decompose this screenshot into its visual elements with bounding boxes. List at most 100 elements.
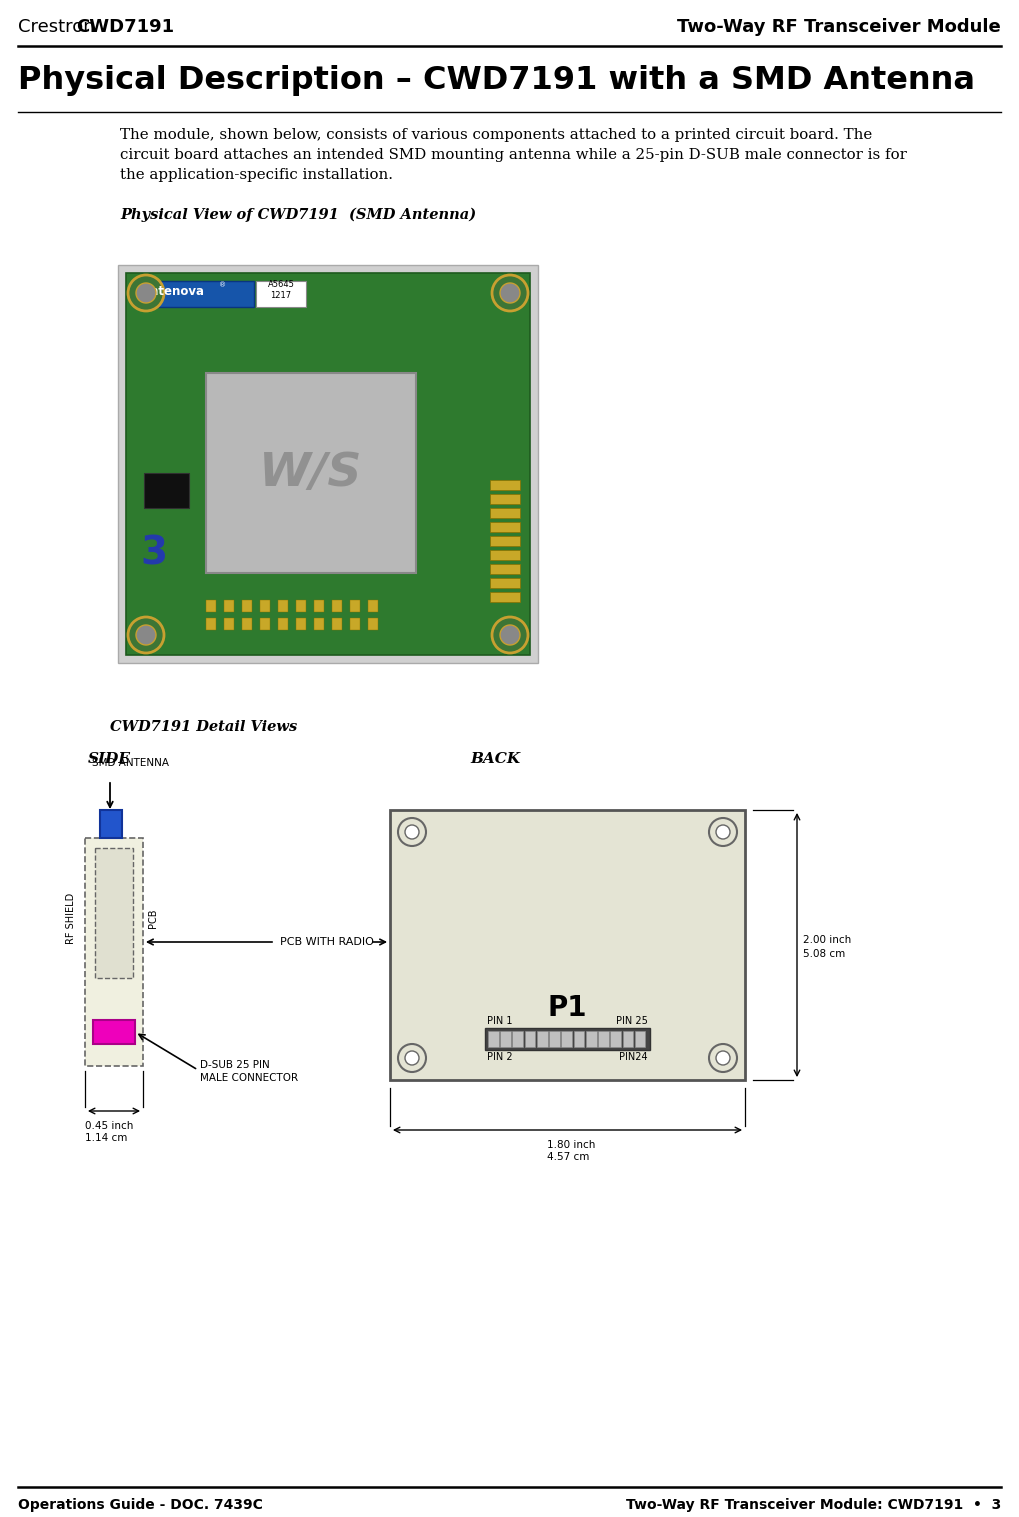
Text: SIDE: SIDE: [88, 752, 131, 766]
Bar: [144, 473, 189, 508]
Bar: [242, 601, 252, 611]
Bar: [561, 1032, 572, 1047]
Bar: [488, 1032, 498, 1047]
Circle shape: [500, 625, 520, 645]
Text: BACK: BACK: [470, 752, 520, 766]
Bar: [296, 617, 306, 630]
Bar: [224, 617, 234, 630]
Text: Two-Way RF Transceiver Module: Two-Way RF Transceiver Module: [678, 18, 1001, 36]
Text: Operations Guide - DOC. 7439C: Operations Guide - DOC. 7439C: [18, 1497, 263, 1512]
Bar: [574, 1032, 584, 1047]
Circle shape: [492, 617, 528, 652]
Bar: [485, 1029, 650, 1050]
Bar: [95, 848, 133, 978]
Circle shape: [128, 617, 164, 652]
Text: PIN 1: PIN 1: [487, 1016, 513, 1025]
Bar: [93, 1019, 135, 1044]
Bar: [598, 1032, 608, 1047]
Bar: [610, 1032, 621, 1047]
Circle shape: [709, 1044, 737, 1073]
Bar: [490, 479, 520, 490]
Bar: [206, 601, 216, 611]
Text: PIN 2: PIN 2: [487, 1051, 513, 1062]
Text: CWD7191: CWD7191: [76, 18, 174, 36]
Bar: [525, 1032, 535, 1047]
Bar: [490, 564, 520, 573]
Text: CWD7191 Detail Views: CWD7191 Detail Views: [110, 721, 298, 734]
Text: 1.14 cm: 1.14 cm: [85, 1133, 127, 1142]
Bar: [85, 837, 143, 1066]
Text: P1: P1: [547, 994, 587, 1022]
Text: Physical Description – CWD7191 with a SMD Antenna: Physical Description – CWD7191 with a SM…: [18, 65, 975, 96]
Text: PIN24: PIN24: [620, 1051, 648, 1062]
Text: PCB: PCB: [148, 909, 158, 928]
Bar: [490, 592, 520, 602]
Bar: [537, 1032, 547, 1047]
Bar: [206, 617, 216, 630]
Text: D-SUB 25 PIN: D-SUB 25 PIN: [200, 1060, 270, 1069]
Bar: [242, 617, 252, 630]
Text: PIN 25: PIN 25: [616, 1016, 648, 1025]
Text: the application-specific installation.: the application-specific installation.: [120, 168, 393, 182]
Bar: [256, 281, 306, 306]
Bar: [549, 1032, 559, 1047]
Bar: [368, 617, 378, 630]
Text: ®: ®: [219, 282, 226, 288]
Text: 3: 3: [141, 534, 167, 572]
Bar: [623, 1032, 633, 1047]
Bar: [368, 601, 378, 611]
Text: W/S: W/S: [259, 451, 363, 496]
Text: The module, shown below, consists of various components attached to a printed ci: The module, shown below, consists of var…: [120, 127, 872, 143]
Circle shape: [128, 275, 164, 311]
Text: Crestron: Crestron: [18, 18, 101, 36]
Bar: [278, 617, 288, 630]
Bar: [490, 508, 520, 517]
Text: 2.00 inch: 2.00 inch: [803, 934, 851, 945]
Text: 5.08 cm: 5.08 cm: [803, 950, 845, 959]
Circle shape: [398, 818, 426, 846]
Bar: [586, 1032, 596, 1047]
Circle shape: [492, 275, 528, 311]
Text: circuit board attaches an intended SMD mounting antenna while a 25-pin D-SUB mal: circuit board attaches an intended SMD m…: [120, 149, 907, 162]
Bar: [118, 265, 538, 663]
Bar: [296, 601, 306, 611]
Bar: [635, 1032, 645, 1047]
Bar: [126, 273, 530, 655]
Text: Physical View of CWD7191  (SMD Antenna): Physical View of CWD7191 (SMD Antenna): [120, 208, 476, 223]
Text: MALE CONNECTOR: MALE CONNECTOR: [200, 1073, 299, 1083]
Bar: [278, 601, 288, 611]
Bar: [260, 617, 270, 630]
Bar: [314, 601, 324, 611]
Text: 4.57 cm: 4.57 cm: [547, 1151, 589, 1162]
Text: 0.45 inch: 0.45 inch: [85, 1121, 133, 1132]
Circle shape: [405, 825, 419, 839]
Bar: [350, 601, 360, 611]
Bar: [513, 1032, 523, 1047]
Text: SMD ANTENNA: SMD ANTENNA: [92, 758, 169, 768]
Bar: [224, 601, 234, 611]
Bar: [490, 536, 520, 546]
Bar: [314, 617, 324, 630]
Bar: [500, 1032, 511, 1047]
Circle shape: [136, 284, 156, 303]
Bar: [260, 601, 270, 611]
Bar: [390, 810, 745, 1080]
Bar: [332, 617, 342, 630]
Bar: [490, 522, 520, 532]
Text: PCB WITH RADIO: PCB WITH RADIO: [280, 938, 374, 947]
Text: Two-Way RF Transceiver Module: CWD7191  •  3: Two-Way RF Transceiver Module: CWD7191 •…: [626, 1497, 1001, 1512]
Bar: [135, 281, 254, 306]
Bar: [100, 810, 122, 837]
Circle shape: [716, 1051, 730, 1065]
Bar: [490, 578, 520, 589]
Circle shape: [136, 625, 156, 645]
Text: RF SHIELD: RF SHIELD: [66, 892, 76, 944]
Text: antenova: antenova: [143, 285, 205, 297]
Bar: [206, 373, 416, 573]
Text: 1.80 inch: 1.80 inch: [547, 1139, 595, 1150]
Bar: [350, 617, 360, 630]
Circle shape: [709, 818, 737, 846]
Circle shape: [716, 825, 730, 839]
Circle shape: [405, 1051, 419, 1065]
Text: A5645
1217: A5645 1217: [268, 281, 294, 300]
